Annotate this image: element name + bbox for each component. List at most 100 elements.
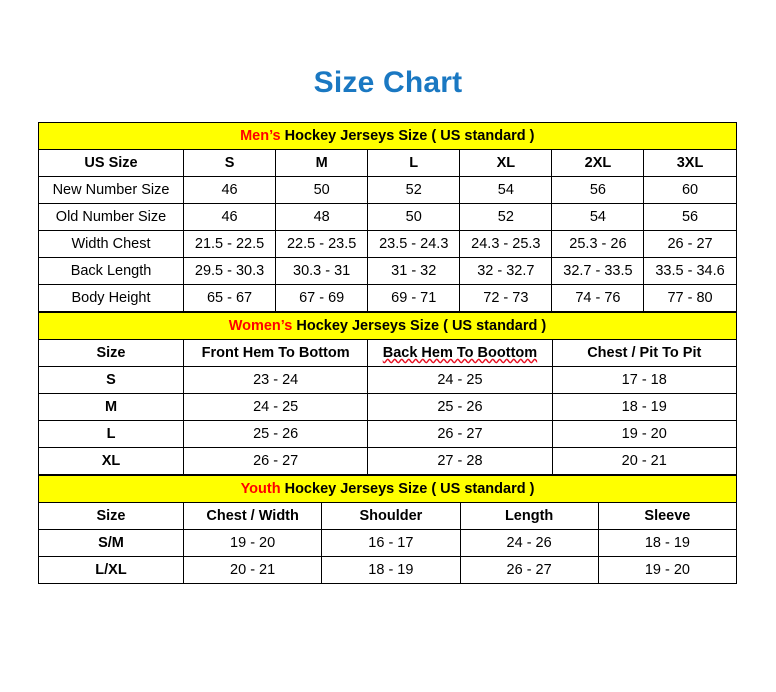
womens-cell: 17 - 18 (551, 366, 737, 394)
youth-banner-rest: Hockey Jerseys Size ( US standard ) (280, 481, 535, 497)
mens-row-label: Body Height (38, 284, 184, 312)
mens-cell: 50 (275, 176, 369, 204)
mens-banner-highlight: Men’s (240, 128, 281, 144)
womens-col-header: Front Hem To Bottom (182, 339, 369, 367)
mens-cell: 33.5 - 34.6 (643, 257, 737, 285)
table-row: L/XL 20 - 21 18 - 19 26 - 27 19 - 20 (38, 556, 738, 584)
mens-cell: 48 (275, 203, 369, 231)
youth-cell: 19 - 20 (597, 556, 738, 584)
youth-cell: 18 - 19 (321, 556, 461, 584)
youth-col-header: Size (38, 502, 184, 530)
mens-col-header: 3XL (643, 149, 737, 177)
youth-banner-highlight: Youth (240, 481, 281, 497)
mens-cell: 46 (182, 203, 277, 231)
youth-banner-cell: Youth Hockey Jerseys Size ( US standard … (37, 475, 738, 503)
mens-cell: 65 - 67 (182, 284, 277, 312)
size-tables-container: Men’s Hockey Jerseys Size ( US standard … (37, 122, 738, 584)
table-header-row: Size Chest / Width Shoulder Length Sleev… (38, 502, 738, 530)
mens-cell: 74 - 76 (551, 284, 645, 312)
mens-row-label: New Number Size (38, 176, 184, 204)
table-banner-row: Women’s Hockey Jerseys Size ( US standar… (38, 312, 737, 340)
mens-cell: 29.5 - 30.3 (182, 257, 277, 285)
womens-banner-cell: Women’s Hockey Jerseys Size ( US standar… (38, 312, 737, 340)
mens-row-label: Back Length (38, 257, 184, 285)
youth-cell: 19 - 20 (182, 529, 323, 557)
mens-cell: 32 - 32.7 (459, 257, 553, 285)
mens-cell: 54 (551, 203, 645, 231)
youth-col-header: Shoulder (321, 502, 461, 530)
womens-cell: 26 - 27 (182, 447, 369, 475)
mens-cell: 46 (182, 176, 277, 204)
womens-cell: 20 - 21 (551, 447, 737, 475)
mens-cell: 77 - 80 (643, 284, 737, 312)
table-row: Back Length 29.5 - 30.3 30.3 - 31 31 - 3… (38, 257, 737, 285)
mens-cell: 50 (367, 203, 461, 231)
mens-cell: 52 (367, 176, 461, 204)
youth-col-header: Length (459, 502, 599, 530)
mens-cell: 69 - 71 (367, 284, 461, 312)
youth-row-label: L/XL (38, 556, 184, 584)
womens-cell: 23 - 24 (182, 366, 369, 394)
mens-row-label: Width Chest (38, 230, 184, 258)
mens-cell: 22.5 - 23.5 (275, 230, 369, 258)
womens-cell: 24 - 25 (367, 366, 553, 394)
table-row: XL 26 - 27 27 - 28 20 - 21 (38, 447, 737, 475)
table-row: Old Number Size 46 48 50 52 54 56 (38, 203, 737, 231)
mens-cell: 54 (459, 176, 553, 204)
mens-cell: 30.3 - 31 (275, 257, 369, 285)
mens-cell: 25.3 - 26 (551, 230, 645, 258)
womens-cell: 24 - 25 (182, 393, 369, 421)
mens-cell: 23.5 - 24.3 (367, 230, 461, 258)
youth-cell: 18 - 19 (597, 529, 738, 557)
mens-col-header: XL (459, 149, 553, 177)
mens-banner-rest: Hockey Jerseys Size ( US standard ) (280, 128, 535, 144)
womens-row-label: XL (38, 447, 184, 475)
youth-cell: 16 - 17 (321, 529, 461, 557)
womens-cell: 25 - 26 (367, 393, 553, 421)
womens-size-table: Women’s Hockey Jerseys Size ( US standar… (38, 312, 737, 475)
mens-cell: 31 - 32 (367, 257, 461, 285)
womens-col-header-misspelled: Back Hem To Boottom (367, 339, 553, 367)
womens-row-label: L (38, 420, 184, 448)
mens-size-table: Men’s Hockey Jerseys Size ( US standard … (38, 122, 737, 312)
table-row: Width Chest 21.5 - 22.5 22.5 - 23.5 23.5… (38, 230, 737, 258)
mens-row-label: Old Number Size (38, 203, 184, 231)
mens-cell: 21.5 - 22.5 (182, 230, 277, 258)
mens-cell: 72 - 73 (459, 284, 553, 312)
youth-cell: 24 - 26 (459, 529, 599, 557)
womens-cell: 18 - 19 (551, 393, 737, 421)
mens-col-header: L (367, 149, 461, 177)
mens-cell: 56 (551, 176, 645, 204)
youth-cell: 26 - 27 (459, 556, 599, 584)
womens-cell: 25 - 26 (182, 420, 369, 448)
mens-col-header: US Size (38, 149, 184, 177)
womens-row-label: S (38, 366, 184, 394)
mens-col-header: M (275, 149, 369, 177)
table-row: S/M 19 - 20 16 - 17 24 - 26 18 - 19 (38, 529, 738, 557)
womens-banner-highlight: Women’s (228, 318, 293, 334)
womens-banner-rest: Hockey Jerseys Size ( US standard ) (292, 318, 547, 334)
table-header-row: US Size S M L XL 2XL 3XL (38, 149, 737, 177)
womens-cell: 27 - 28 (367, 447, 553, 475)
mens-cell: 24.3 - 25.3 (459, 230, 553, 258)
womens-col-header: Chest / Pit To Pit (551, 339, 737, 367)
table-row: S 23 - 24 24 - 25 17 - 18 (38, 366, 737, 394)
mens-cell: 67 - 69 (275, 284, 369, 312)
mens-cell: 32.7 - 33.5 (551, 257, 645, 285)
table-row: New Number Size 46 50 52 54 56 60 (38, 176, 737, 204)
table-row: L 25 - 26 26 - 27 19 - 20 (38, 420, 737, 448)
youth-cell: 20 - 21 (182, 556, 323, 584)
mens-cell: 60 (643, 176, 737, 204)
womens-cell: 19 - 20 (551, 420, 737, 448)
womens-cell: 26 - 27 (367, 420, 553, 448)
page-title: Size Chart (313, 66, 463, 99)
youth-col-header: Chest / Width (182, 502, 323, 530)
table-row: M 24 - 25 25 - 26 18 - 19 (38, 393, 737, 421)
table-banner-row: Youth Hockey Jerseys Size ( US standard … (37, 475, 738, 503)
youth-row-label: S/M (38, 529, 184, 557)
mens-col-header: 2XL (551, 149, 645, 177)
womens-col-header: Size (38, 339, 184, 367)
table-banner-row: Men’s Hockey Jerseys Size ( US standard … (38, 122, 737, 150)
table-header-row: Size Front Hem To Bottom Back Hem To Boo… (38, 339, 737, 367)
